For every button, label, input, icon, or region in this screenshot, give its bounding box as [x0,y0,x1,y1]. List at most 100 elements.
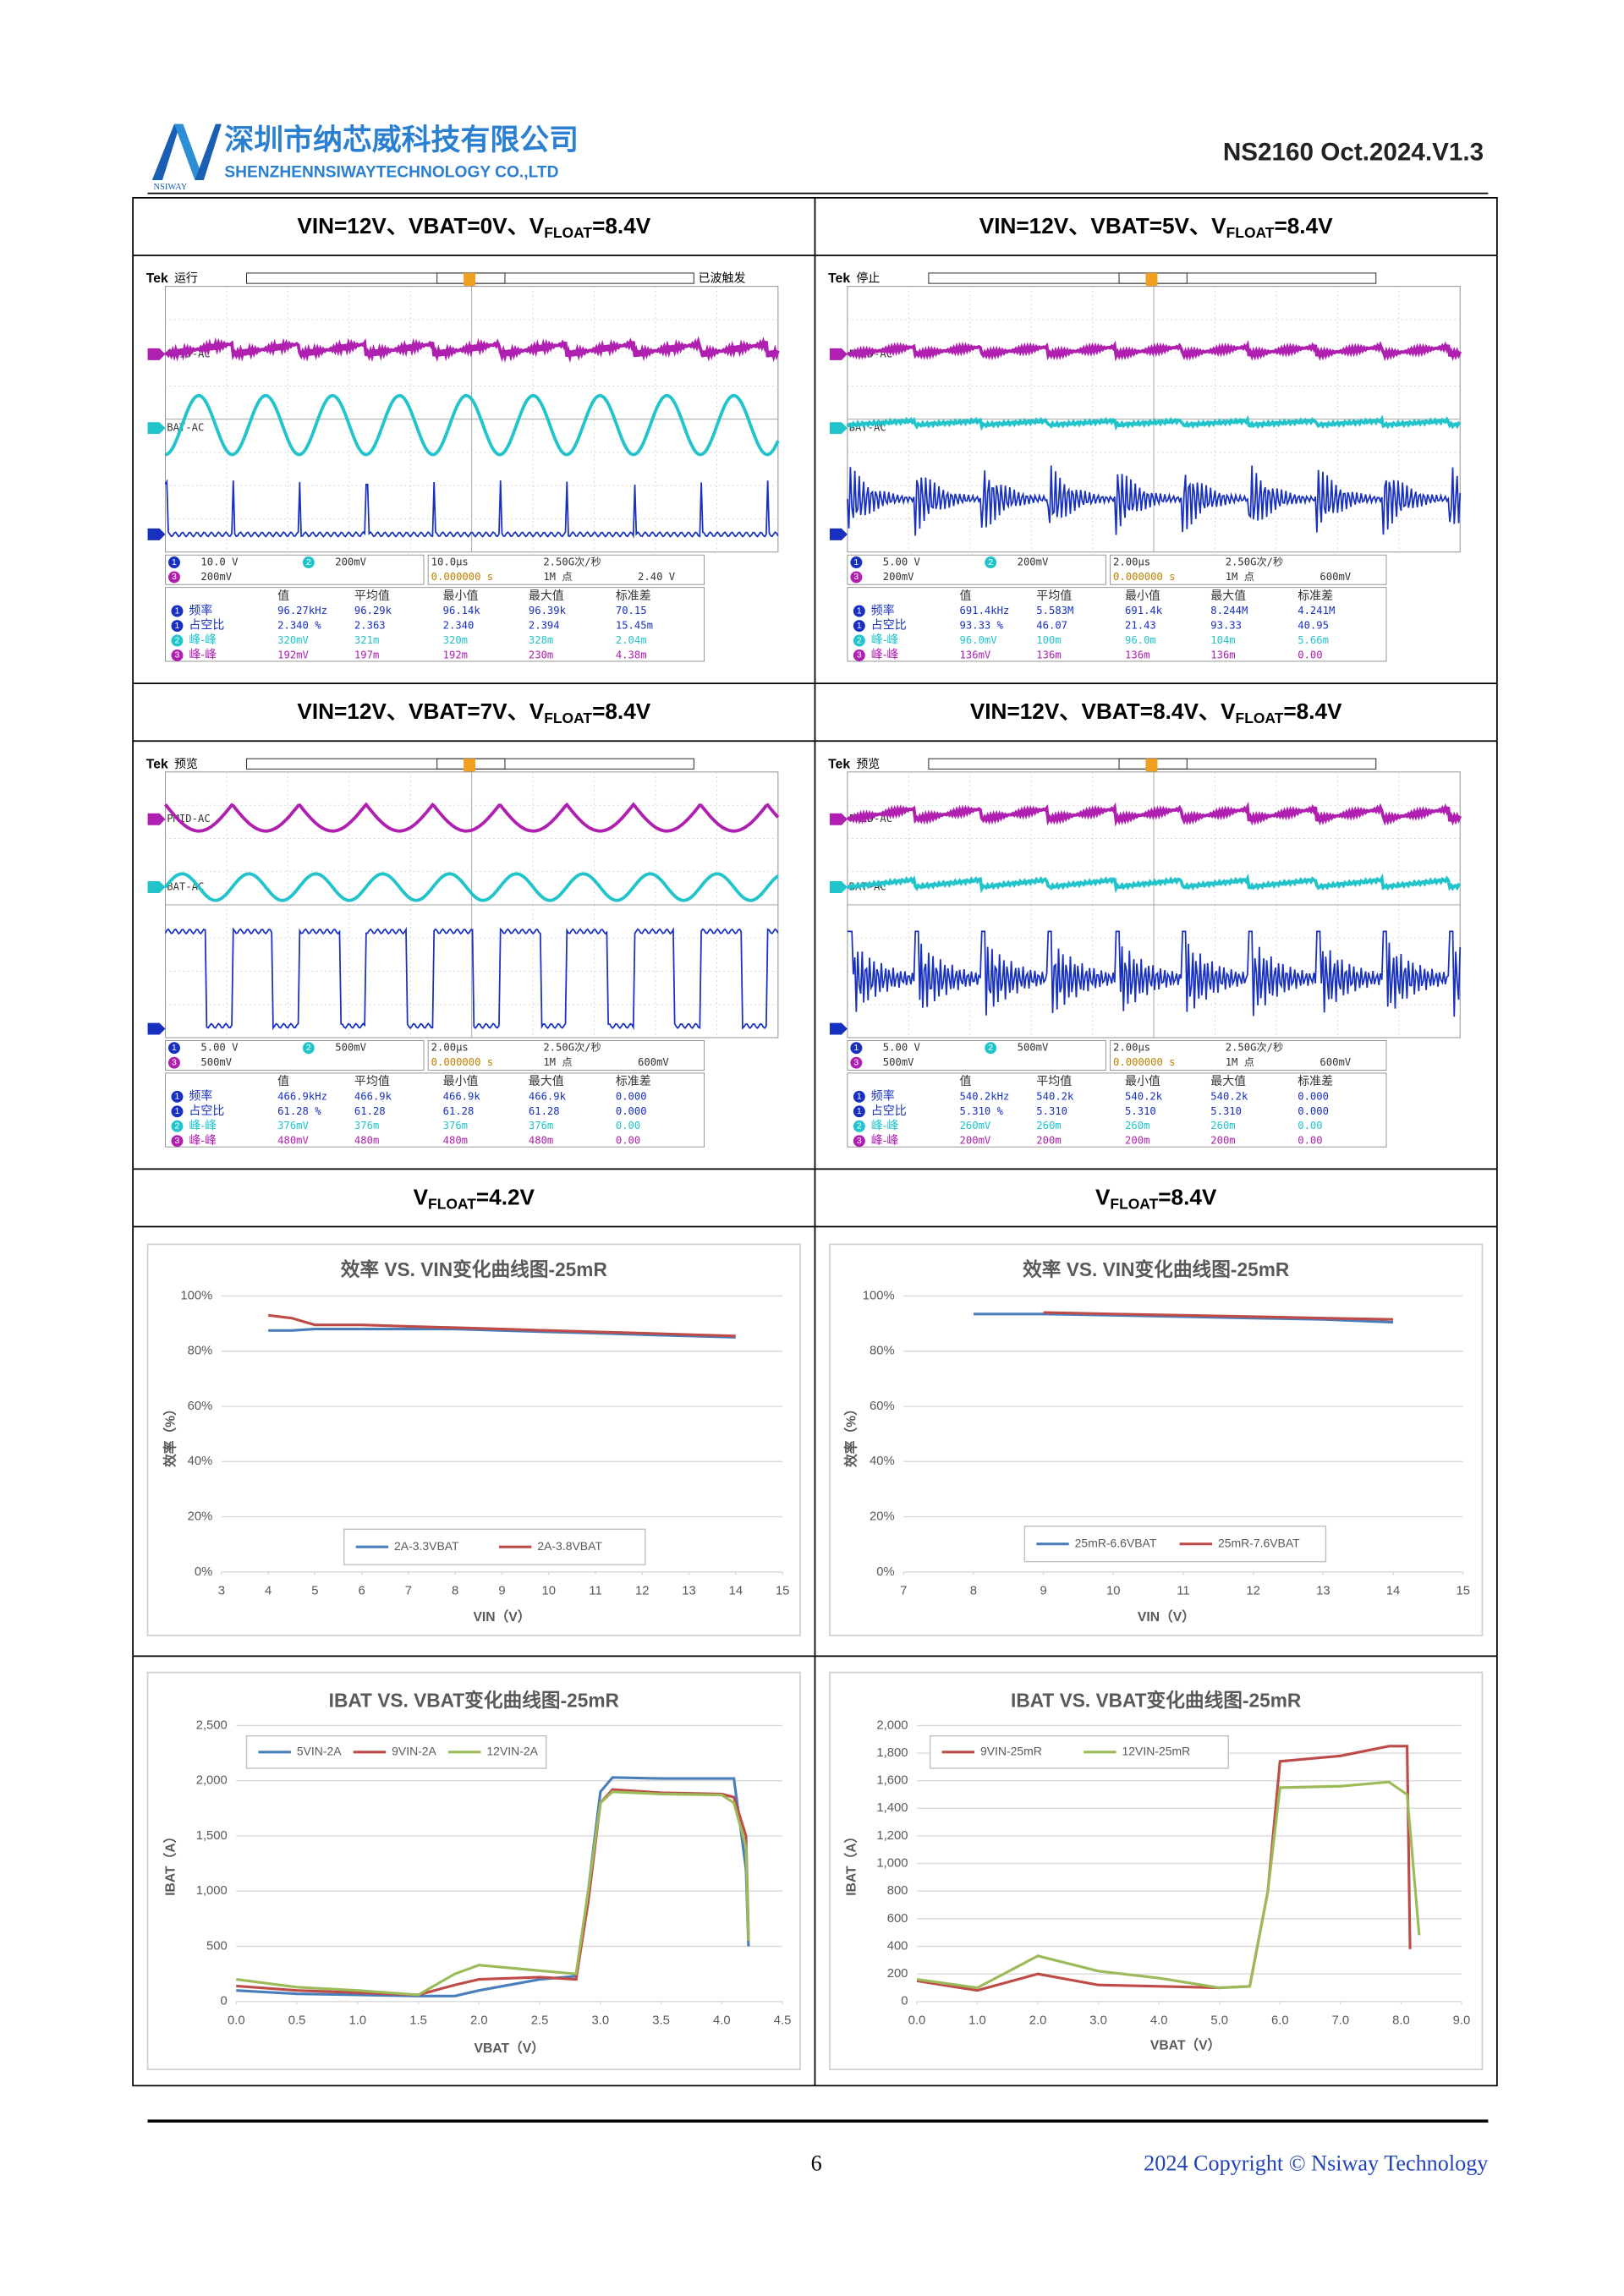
trigger-status: 已波触发 [699,271,746,285]
caption-text: VIN=12V、VBAT=7V、V [297,699,544,724]
y-tick-label: 1,600 [876,1774,908,1788]
legend-box [929,1734,1229,1769]
channel-number: 3 [175,1137,180,1146]
timebase: 1M 点 [1226,571,1254,583]
y-tick-label: 80% [188,1345,213,1358]
settings-box [165,554,425,585]
channel-badge [302,1042,315,1055]
waveform [164,802,780,833]
x-tick-label: 14 [729,1584,743,1597]
x-tick-label: 4.0 [1150,2014,1168,2027]
channel-number: 2 [175,1122,180,1132]
meas-label: 峰-峰 [871,1133,899,1147]
timebase: 0.000000 s [431,571,493,583]
channel-number: 3 [172,573,177,582]
waveform [165,393,780,457]
channel-badge [850,556,863,568]
y-tick-label: 0% [195,1565,212,1579]
caption-text: V [1095,1184,1111,1209]
series-line [916,1780,1421,1990]
meas-header: 最小值 [1125,1074,1160,1088]
channel-number: 3 [172,1058,177,1067]
settings-box [427,554,705,585]
chart-title: IBAT VS. VBAT变化曲线图-25mR [329,1689,619,1711]
meas-value: 192mV [277,649,309,660]
y-tick-label: 40% [188,1455,213,1468]
meas-value: 2.04m [616,634,647,646]
meas-header: 值 [960,1074,972,1088]
meas-header: 值 [960,589,972,602]
x-tick-label: 1.0 [348,2014,366,2027]
x-tick-label: 9.0 [1453,2014,1471,2027]
x-tick-label: 15 [776,1584,790,1597]
meas-header: 最大值 [529,1074,564,1088]
meas-header: 平均值 [354,589,390,602]
y-tick-label: 60% [188,1400,213,1413]
meas-value: 2.340 [443,620,475,632]
x-tick-label: 9 [1040,1584,1046,1597]
chart-panel [829,1671,1484,2070]
x-tick-label: 8.0 [1392,2014,1410,2027]
x-tick-label: 13 [1316,1584,1330,1597]
x-tick-label: 14 [1386,1584,1401,1597]
channel-marker [829,348,848,360]
meas-value: 0.00 [1298,1135,1322,1147]
channel-number: 2 [306,558,311,567]
meas-value: 480m [354,1135,379,1147]
meas-value: 96.0m [1125,634,1156,646]
meas-value: 200mV [960,1135,991,1147]
meas-label: 峰-峰 [871,633,899,646]
scope-status: 停止 [856,271,880,285]
meas-header: 平均值 [1036,589,1072,602]
y-tick-label: 40% [870,1455,895,1468]
meas-header: 最小值 [443,1074,479,1088]
meas-header: 值 [277,1074,289,1088]
y-tick-label: 1,500 [196,1829,228,1843]
x-tick-label: 3.0 [592,2014,610,2027]
y-tick-label: 1,000 [876,1857,908,1871]
x-tick-label: 3.0 [1089,2014,1107,2027]
x-tick-label: 7 [900,1584,907,1597]
y-tick-label: 0 [901,1995,908,2008]
timebase: 600mV [638,1056,669,1068]
channel-marker [829,1022,848,1035]
meas-value: 104m [1210,634,1235,646]
caption: VIN=12V、VBAT=0V、VFLOAT=8.4V [297,213,650,241]
timebase: 2.00μs [431,1042,469,1054]
x-tick-label: 5.0 [1210,2014,1228,2027]
x-tick-label: 4 [265,1584,272,1597]
x-tick-label: 10 [1106,1584,1121,1597]
channel-scale: 500mV [200,1056,232,1068]
caption-text: VIN=12V、VBAT=5V、V [979,213,1226,238]
legend-label: 12VIN-2A [486,1745,538,1758]
channel-badge [853,1135,865,1148]
channel-number: 1 [857,606,862,616]
timebase: 600mV [1320,1056,1351,1068]
caption-text: =8.4V [592,699,651,724]
x-axis-title: VIN（V） [1138,1609,1195,1625]
scope-status: 运行 [174,271,198,285]
meas-value: 200m [1210,1135,1235,1147]
meas-value: 0.000 [616,1105,647,1117]
caption: VIN=12V、VBAT=5V、VFLOAT=8.4V [979,213,1333,241]
channel-marker [147,813,166,825]
meas-header: 最大值 [529,589,564,602]
x-tick-label: 3.5 [652,2014,670,2027]
channel-badge [167,1056,180,1069]
channel-marker [829,813,848,825]
meas-value: 480mV [277,1135,309,1147]
x-tick-label: 4.5 [774,2014,792,2027]
caption-text: =4.2V [476,1184,535,1209]
company-cn: 深圳市纳芯威科技有限公司 [224,123,579,156]
meas-value: 540.2kHz [960,1090,1010,1102]
meas-value: 61.28 [529,1105,560,1117]
meas-value: 5.310 [1125,1105,1156,1117]
meas-value: 21.43 [1125,620,1156,632]
y-tick-label: 800 [887,1884,908,1898]
y-tick-label: 1,000 [196,1884,228,1898]
waveform [846,873,1462,894]
y-tick-label: 1,800 [876,1746,908,1760]
meas-value: 100m [1036,634,1061,646]
waveform [847,930,1462,1017]
channel-badge [171,1120,184,1132]
